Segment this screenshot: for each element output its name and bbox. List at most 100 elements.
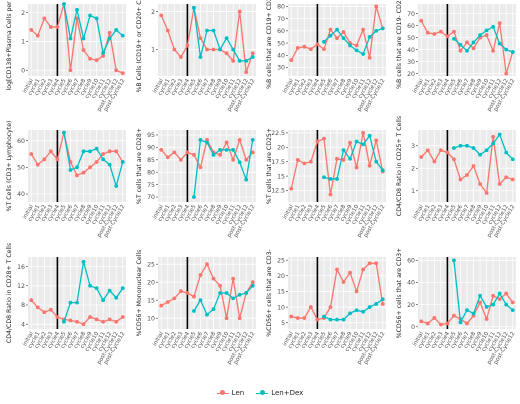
data-point-len — [55, 157, 60, 162]
series-line-lendex — [63, 261, 124, 323]
data-point-lendex — [374, 159, 379, 164]
data-point-len — [308, 47, 313, 52]
data-point-lendex — [380, 26, 385, 31]
panel-4: 203040506070initialcycle1cycle2cycle3cyc… — [396, 0, 516, 113]
y-axis-title: %B cells that are CD19+ CD20- — [266, 0, 273, 89]
data-point-lendex — [68, 168, 73, 172]
series-line-lendex — [323, 134, 384, 180]
data-point-lendex — [81, 259, 86, 264]
data-point-len — [101, 53, 106, 58]
y-tick-label: 12.5 — [271, 188, 285, 195]
y-tick-label: 1 — [411, 188, 415, 195]
data-point-len — [484, 317, 489, 321]
data-point-len — [491, 293, 496, 298]
data-point-lendex — [491, 24, 496, 29]
panel-9: 481216initialcycle1cycle2cycle3cycle4cyc… — [6, 243, 126, 366]
panel-2: 12initialcycle1cycle2cycle3cycle4cycle5c… — [136, 0, 256, 113]
data-point-len — [81, 322, 86, 327]
y-tick-label: 1 — [21, 39, 25, 46]
y-tick-label: 25 — [147, 261, 155, 268]
y-tick-label: 0 — [21, 67, 25, 74]
data-point-len — [315, 139, 320, 144]
data-point-len — [374, 261, 379, 266]
data-point-len — [75, 16, 79, 21]
y-tick-label: 70 — [147, 194, 155, 201]
data-point-len — [178, 55, 183, 59]
data-point-len — [165, 28, 170, 33]
y-tick-label: 12 — [17, 283, 25, 290]
y-tick-label: 20 — [407, 71, 415, 78]
data-point-lendex — [101, 298, 106, 303]
series-line-lendex — [453, 260, 514, 325]
data-point-lendex — [348, 156, 352, 161]
data-point-lendex — [361, 52, 366, 56]
data-point-len — [419, 319, 424, 324]
data-point-len — [452, 313, 456, 318]
panel-8: 123initialcycle1cycle2cycle3cycle4cycle5… — [396, 116, 516, 239]
data-point-len — [192, 294, 196, 299]
data-point-len — [42, 16, 47, 21]
data-point-lendex — [244, 177, 249, 182]
data-point-len — [374, 4, 379, 9]
data-point-lendex — [497, 41, 502, 46]
data-point-lendex — [75, 300, 79, 305]
data-point-len — [107, 317, 112, 322]
data-point-lendex — [198, 298, 203, 303]
panel-10: 10152025initialcycle1cycle2cycle3cycle4c… — [136, 250, 256, 366]
data-point-lendex — [218, 47, 222, 52]
data-point-len — [81, 48, 86, 52]
series-line-lendex — [453, 25, 513, 53]
data-point-len — [244, 157, 249, 162]
data-point-len — [237, 9, 242, 14]
data-point-lendex — [205, 28, 209, 33]
data-point-lendex — [94, 146, 99, 151]
data-point-lendex — [374, 302, 379, 306]
series-line-lendex — [193, 7, 254, 62]
data-point-lendex — [497, 132, 502, 137]
y-tick-label: 50 — [407, 35, 415, 42]
data-point-len — [68, 318, 73, 323]
data-point-lendex — [101, 51, 106, 55]
data-point-len — [361, 267, 366, 272]
data-point-len — [29, 152, 34, 156]
data-point-len — [504, 175, 509, 180]
data-point-len — [159, 303, 164, 308]
data-point-len — [367, 163, 372, 168]
data-point-len — [367, 55, 372, 60]
data-point-lendex — [380, 168, 385, 173]
data-point-lendex — [491, 141, 496, 146]
data-point-len — [471, 46, 476, 51]
data-point-len — [237, 138, 242, 142]
data-point-len — [88, 56, 92, 61]
data-point-lendex — [62, 319, 66, 324]
data-point-len — [367, 261, 372, 266]
data-point-lendex — [504, 302, 509, 307]
data-point-lendex — [231, 147, 236, 152]
data-point-len — [101, 319, 106, 324]
data-point-len — [452, 29, 456, 34]
y-tick-label: 50 — [277, 40, 285, 47]
data-point-lendex — [322, 39, 326, 44]
data-point-lendex — [192, 195, 196, 199]
data-point-len — [68, 68, 73, 73]
data-point-lendex — [458, 320, 463, 325]
y-axis-title: CD4/CD8 Ratio in CD25+ T Cells — [396, 116, 403, 216]
data-point-len — [172, 47, 177, 52]
data-point-lendex — [497, 291, 502, 296]
data-point-len — [328, 305, 333, 309]
data-point-lendex — [335, 177, 339, 181]
y-tick-label: 95 — [147, 132, 155, 139]
data-point-lendex — [211, 28, 216, 33]
data-point-lendex — [335, 317, 339, 322]
data-point-len — [361, 130, 366, 135]
data-point-lendex — [211, 307, 216, 312]
data-point-lendex — [328, 33, 333, 38]
data-point-lendex — [484, 28, 489, 33]
data-point-lendex — [224, 147, 229, 152]
data-point-len — [497, 21, 502, 26]
y-axis-title: %B cells that are CD19- CD20+ — [396, 0, 403, 89]
panel-11: 510152025initialcycle1cycle2cycle3cycle4… — [266, 249, 386, 365]
data-point-len — [341, 280, 346, 284]
data-point-len — [237, 316, 242, 321]
data-point-len — [425, 148, 430, 153]
